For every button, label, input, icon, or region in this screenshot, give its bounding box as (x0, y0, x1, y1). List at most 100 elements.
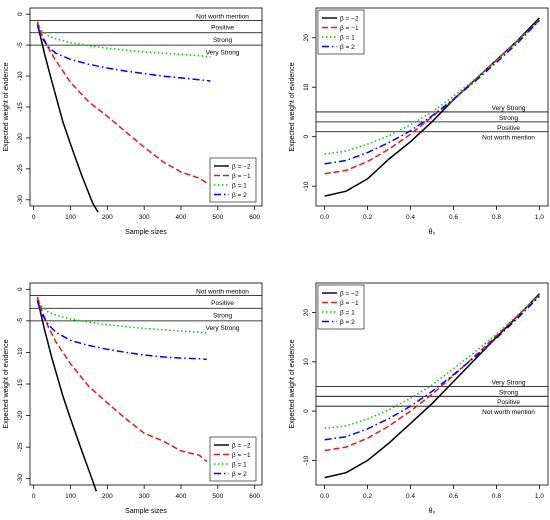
y-tick-label: 10 (303, 358, 310, 366)
y-tick-label: 0 (17, 12, 24, 16)
y-tick-label: -10 (17, 71, 24, 81)
series-line (36, 23, 211, 58)
y-tick-label: 0 (17, 287, 24, 291)
y-tick-label: -25 (17, 442, 24, 452)
series-line (36, 23, 99, 213)
reference-line-label: Not worth mention (196, 289, 249, 296)
y-tick-label: -30 (17, 195, 24, 205)
legend-label: β = −1 (340, 25, 359, 32)
reference-line-label: Strong (213, 313, 233, 320)
y-tick-label: -25 (17, 164, 24, 174)
legend-label: β = −2 (340, 291, 359, 298)
x-axis-label: θ₀ (429, 229, 436, 236)
y-tick-label: -5 (17, 318, 24, 324)
x-tick-label: 0.2 (363, 493, 372, 500)
x-tick-label: 0 (32, 493, 36, 500)
reference-line-label: Strong (213, 37, 233, 44)
reference-line-label: Positive (211, 25, 234, 32)
legend-label: β = −1 (232, 452, 251, 459)
series-line (36, 298, 98, 492)
legend: β = −2 β = −1 β = 1 β = 2 (209, 157, 257, 203)
series-line (324, 294, 540, 430)
reference-line-label: Positive (497, 125, 520, 132)
x-tick-label: 100 (65, 493, 76, 500)
legend-label: β = 1 (340, 35, 355, 42)
legend-label: β = 2 (340, 319, 355, 326)
x-tick-label: 0.8 (492, 493, 501, 500)
series-line (36, 21, 208, 184)
legend-label: β = 1 (232, 462, 247, 469)
y-axis-label: Expected weight of evidence (3, 339, 10, 428)
reference-line-label: Positive (497, 399, 520, 406)
legend-label: β = −2 (232, 443, 251, 450)
y-axis-label: Expected weight of evidence (3, 62, 10, 151)
legend: β = −2 β = −1 β = 1 β = 2 (317, 9, 365, 55)
legend-label: β = 2 (340, 44, 355, 51)
x-tick-label: 0 (32, 214, 36, 221)
x-axis-label: Sample sizes (125, 508, 167, 515)
x-tick-label: 0.2 (363, 214, 372, 221)
y-tick-label: -10 (303, 181, 310, 191)
chart-panel: Not worth mention Positive Strong Very Stro… (3, 282, 263, 515)
x-tick-label: 0.8 (492, 214, 501, 221)
x-tick-label: 500 (212, 214, 223, 221)
series-line (324, 295, 540, 441)
y-tick-label: -20 (17, 410, 24, 420)
legend-label: β = 2 (232, 192, 247, 199)
series-line (324, 19, 540, 155)
legend-label: β = −1 (232, 173, 251, 180)
reference-line-label: Very Strong (206, 49, 240, 56)
legend-label: β = −1 (340, 300, 359, 307)
x-tick-label: 0.4 (406, 493, 415, 500)
y-tick-label: -10 (303, 455, 310, 465)
reference-line-label: Very Strong (492, 105, 526, 112)
chart-panel: Very Strong Strong Positive Not worth menti… (289, 7, 549, 236)
x-tick-label: 200 (102, 214, 113, 221)
plot-frame (315, 7, 549, 207)
legend-label: β = 1 (232, 183, 247, 190)
series-line (36, 298, 207, 334)
y-tick-label: -5 (17, 42, 24, 48)
x-tick-label: 1.0 (535, 214, 544, 221)
legend: β = −2 β = −1 β = 1 β = 2 (317, 284, 365, 330)
x-tick-label: 600 (249, 493, 260, 500)
x-axis-label: θ₀ (429, 508, 436, 515)
y-tick-label: -15 (17, 102, 24, 112)
x-tick-label: 0.6 (449, 493, 458, 500)
x-tick-label: 1.0 (535, 493, 544, 500)
y-tick-label: 0 (303, 409, 310, 413)
x-tick-label: 400 (176, 493, 187, 500)
x-tick-label: 200 (102, 493, 113, 500)
x-tick-label: 500 (212, 493, 223, 500)
legend-label: β = 1 (340, 310, 355, 317)
chart-panel: Very Strong Strong Positive Not worth menti… (289, 282, 549, 515)
y-tick-label: -20 (17, 133, 24, 143)
x-tick-label: 300 (139, 493, 150, 500)
series-line (36, 300, 207, 361)
series-line (324, 293, 540, 479)
y-axis-label: Expected weight of evidence (289, 339, 296, 428)
legend-label: β = −2 (340, 16, 359, 23)
legend: β = −2 β = −1 β = 1 β = 2 (209, 436, 257, 482)
x-tick-label: 400 (176, 214, 187, 221)
legend-label: β = −2 (232, 164, 251, 171)
x-tick-label: 100 (65, 214, 76, 221)
x-tick-label: 0.4 (406, 214, 415, 221)
reference-line-label: Strong (499, 389, 519, 396)
y-tick-label: 20 (303, 309, 310, 317)
legend-label: β = 2 (232, 471, 247, 478)
reference-line-label: Not worth mention (196, 13, 249, 20)
x-tick-label: 0.0 (320, 214, 329, 221)
y-tick-label: -30 (17, 474, 24, 484)
reference-line-label: Very Strong (492, 380, 526, 387)
series-line (36, 296, 208, 463)
y-tick-label: -15 (17, 379, 24, 389)
x-tick-label: 0.0 (320, 493, 329, 500)
reference-line-label: Not worth mention (482, 409, 535, 416)
plot-frame (315, 282, 549, 486)
reference-line-label: Not worth mention (482, 135, 535, 142)
y-tick-label: -10 (17, 347, 24, 357)
y-axis-label: Expected weight of evidence (289, 62, 296, 151)
reference-line-label: Strong (499, 115, 519, 122)
